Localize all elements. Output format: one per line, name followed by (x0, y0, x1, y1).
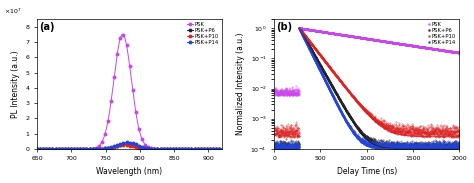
PSK+P10 (356, 103, 362, 105)
PSK (296, 94, 302, 96)
PSK+P6 (456, 144, 462, 146)
Text: $\times10^7$: $\times10^7$ (4, 7, 21, 16)
PSK+P6 (417, 144, 423, 146)
Y-axis label: Normalized Intensity (a.u.): Normalized Intensity (a.u.) (236, 33, 245, 135)
PSK (356, 36, 362, 38)
Line: PSK+P14: PSK+P14 (36, 141, 223, 150)
PSK+P14 (356, 136, 362, 138)
PSK+P14 (67, 148, 73, 150)
PSK (451, 51, 457, 53)
Line: PSK+P6: PSK+P6 (36, 143, 223, 150)
PSK+P10 (174, 148, 180, 150)
PSK+P10 (451, 127, 457, 130)
X-axis label: Delay Time (ns): Delay Time (ns) (337, 167, 397, 176)
PSK+P6 (451, 146, 457, 148)
PSK+P14 (362, 142, 367, 145)
PSK (281, 94, 286, 96)
PSK+P6 (118, 144, 124, 146)
Line: PSK: PSK (274, 27, 460, 96)
PSK (118, 36, 124, 38)
PSK+P6 (144, 147, 149, 150)
PSK+P10 (34, 148, 40, 150)
PSK+P10 (219, 148, 225, 150)
PSK+P6 (158, 148, 164, 150)
PSK (34, 148, 40, 150)
PSK (144, 145, 149, 147)
PSK (296, 27, 302, 29)
PSK+P6 (219, 148, 225, 150)
PSK+P10 (158, 148, 164, 150)
Line: PSK+P10: PSK+P10 (36, 144, 223, 150)
PSK (417, 46, 423, 48)
Y-axis label: PL Intensity (a.u.): PL Intensity (a.u.) (11, 50, 20, 118)
Line: PSK+P10: PSK+P10 (274, 28, 460, 137)
PSK+P14 (417, 146, 423, 148)
PSK+P10 (275, 136, 281, 138)
PSK+P10 (417, 132, 423, 135)
PSK (362, 37, 367, 39)
PSK+P6 (272, 147, 277, 149)
PSK+P6 (361, 135, 367, 137)
PSK+P14 (34, 148, 40, 150)
PSK+P10 (144, 147, 149, 150)
PSK+P10 (82, 148, 87, 150)
PSK+P10 (67, 148, 73, 150)
PSK+P14 (281, 145, 286, 147)
PSK+P10 (451, 129, 457, 131)
PSK+P6 (82, 148, 87, 150)
PSK+P14 (283, 148, 289, 150)
PSK+P14 (296, 27, 302, 29)
Line: PSK+P14: PSK+P14 (274, 28, 460, 149)
PSK+P6 (174, 148, 180, 150)
PSK+P10 (296, 27, 302, 29)
PSK+P6 (67, 148, 73, 150)
PSK (82, 148, 87, 150)
PSK+P14 (125, 141, 130, 143)
PSK (451, 51, 457, 53)
PSK+P14 (456, 147, 462, 149)
PSK+P14 (219, 148, 225, 150)
PSK+P14 (82, 148, 87, 150)
PSK+P10 (272, 134, 277, 136)
PSK+P14 (118, 143, 124, 145)
PSK+P10 (362, 109, 367, 111)
PSK+P14 (451, 145, 457, 147)
PSK (158, 148, 164, 150)
PSK+P6 (123, 143, 129, 145)
Line: PSK+P6: PSK+P6 (274, 28, 460, 149)
X-axis label: Wavelength (nm): Wavelength (nm) (96, 167, 163, 176)
PSK+P6 (34, 148, 40, 150)
PSK (174, 148, 180, 150)
Text: (a): (a) (39, 22, 55, 32)
PSK (67, 148, 73, 150)
PSK+P14 (144, 147, 149, 149)
PSK+P14 (272, 141, 277, 144)
Line: PSK: PSK (36, 33, 223, 150)
PSK (120, 33, 126, 36)
PSK+P14 (174, 148, 180, 150)
PSK+P10 (118, 144, 124, 147)
PSK (456, 52, 462, 54)
PSK+P14 (451, 141, 457, 144)
PSK+P10 (281, 135, 287, 138)
PSK+P10 (456, 133, 462, 135)
PSK+P6 (296, 27, 302, 29)
PSK (219, 148, 225, 150)
PSK+P6 (442, 148, 447, 150)
PSK+P6 (356, 129, 362, 132)
Legend: PSK, PSK+P6, PSK+P10, PSK+P14: PSK, PSK+P6, PSK+P10, PSK+P14 (186, 22, 219, 45)
PSK+P14 (158, 148, 164, 150)
PSK (272, 90, 277, 92)
PSK+P10 (122, 144, 128, 146)
Text: (b): (b) (276, 22, 292, 32)
Legend: PSK, PSK+P6, PSK+P10, PSK+P14: PSK, PSK+P6, PSK+P10, PSK+P14 (427, 22, 456, 45)
PSK+P6 (281, 145, 286, 147)
PSK+P6 (451, 145, 457, 147)
